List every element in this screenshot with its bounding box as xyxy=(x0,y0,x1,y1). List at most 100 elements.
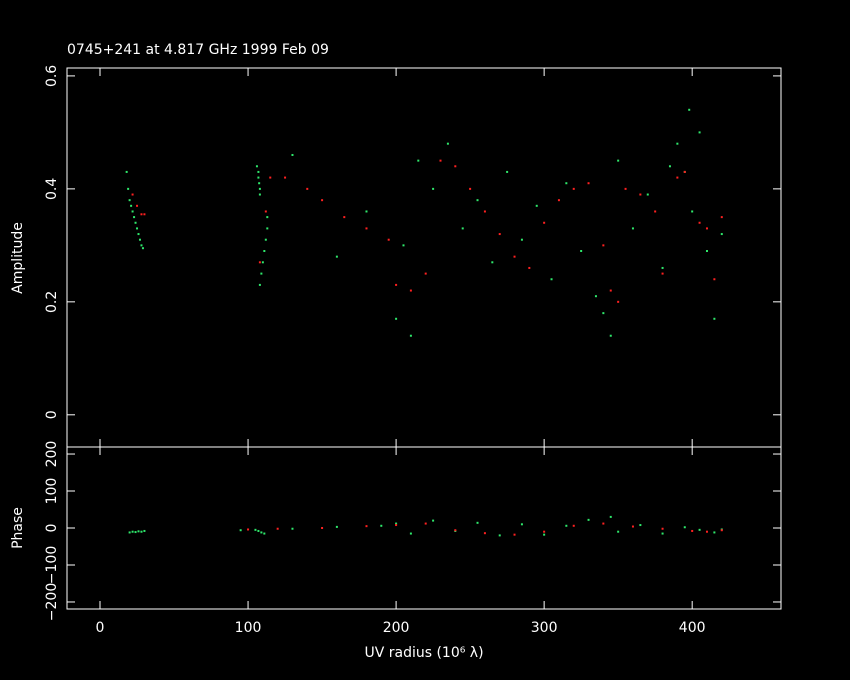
data-point xyxy=(543,530,546,533)
y-tick-label: 0.4 xyxy=(44,178,60,200)
data-point xyxy=(476,199,479,202)
data-point xyxy=(409,532,412,535)
data-point xyxy=(365,227,368,230)
data-point xyxy=(131,210,134,213)
data-point xyxy=(624,187,627,190)
data-point xyxy=(134,531,137,534)
data-point xyxy=(395,283,398,286)
data-point xyxy=(705,530,708,533)
data-point xyxy=(127,187,130,190)
data-point xyxy=(513,255,516,258)
data-point xyxy=(263,532,266,535)
data-point xyxy=(143,529,146,532)
data-point xyxy=(417,159,420,162)
data-point xyxy=(602,522,605,525)
data-point xyxy=(602,312,605,315)
data-point xyxy=(365,210,368,213)
x-tick-label: 400 xyxy=(679,620,706,636)
data-point xyxy=(461,227,464,230)
y-axis-label: Amplitude xyxy=(10,222,26,294)
data-point xyxy=(506,170,509,173)
data-point xyxy=(137,530,140,533)
data-point xyxy=(454,529,457,532)
y-tick-label: −100 xyxy=(44,546,60,584)
data-point xyxy=(483,210,486,213)
data-point xyxy=(321,527,324,529)
x-tick-label: 300 xyxy=(531,620,558,636)
data-point xyxy=(140,530,143,533)
data-point xyxy=(269,176,272,179)
data-point xyxy=(469,187,472,190)
data-point xyxy=(424,522,427,525)
data-point xyxy=(335,525,338,528)
data-point xyxy=(617,530,620,533)
data-point xyxy=(631,525,634,528)
y-tick-label: 0.2 xyxy=(44,291,60,313)
data-point xyxy=(676,176,679,179)
data-point xyxy=(395,317,398,320)
data-point xyxy=(446,142,449,145)
data-point xyxy=(306,187,309,190)
data-point xyxy=(705,250,708,253)
data-point xyxy=(520,523,523,526)
data-point xyxy=(498,233,501,236)
data-point xyxy=(380,524,383,527)
data-point xyxy=(520,238,523,241)
data-point xyxy=(140,213,143,216)
y-axis-label: Phase xyxy=(10,507,26,549)
data-point xyxy=(128,199,131,202)
data-point xyxy=(713,317,716,320)
data-point xyxy=(668,165,671,168)
data-point xyxy=(639,524,642,527)
data-point xyxy=(130,204,133,207)
data-point xyxy=(698,131,701,134)
data-point xyxy=(587,182,590,185)
data-point xyxy=(683,526,686,529)
data-point xyxy=(661,272,664,275)
data-point xyxy=(321,199,324,202)
x-axis-label: UV radius (10⁶ λ) xyxy=(364,645,483,661)
data-point xyxy=(261,261,264,264)
data-point xyxy=(125,170,128,173)
data-point xyxy=(661,266,664,269)
data-point xyxy=(550,278,553,281)
data-point xyxy=(609,515,612,518)
data-point xyxy=(136,204,139,207)
data-point xyxy=(572,524,575,527)
data-point xyxy=(409,334,412,337)
data-point xyxy=(247,528,250,531)
data-point xyxy=(432,519,435,522)
data-point xyxy=(513,533,516,536)
data-point xyxy=(260,272,263,275)
data-point xyxy=(266,216,269,219)
data-point xyxy=(131,193,134,196)
data-point xyxy=(143,213,146,216)
data-point xyxy=(688,108,691,111)
data-point xyxy=(661,527,664,530)
data-point xyxy=(136,227,139,230)
data-point xyxy=(572,187,575,190)
data-point xyxy=(720,216,723,219)
y-tick-label: −200 xyxy=(44,583,60,621)
data-point xyxy=(646,193,649,196)
data-point xyxy=(631,227,634,230)
data-point xyxy=(402,244,405,247)
data-point xyxy=(365,525,368,528)
y-tick-label: 0 xyxy=(44,410,60,419)
data-point xyxy=(691,210,694,213)
data-point xyxy=(343,216,346,219)
data-point xyxy=(258,283,261,286)
data-point xyxy=(565,182,568,185)
y-tick-label: 100 xyxy=(44,478,60,505)
data-point xyxy=(424,272,427,275)
data-point xyxy=(395,524,398,527)
data-point xyxy=(580,250,583,253)
data-point xyxy=(258,187,261,190)
data-point xyxy=(476,521,479,524)
y-tick-label: 0.6 xyxy=(44,65,60,87)
data-point xyxy=(661,532,664,535)
data-point xyxy=(609,289,612,292)
x-tick-label: 0 xyxy=(96,620,105,636)
